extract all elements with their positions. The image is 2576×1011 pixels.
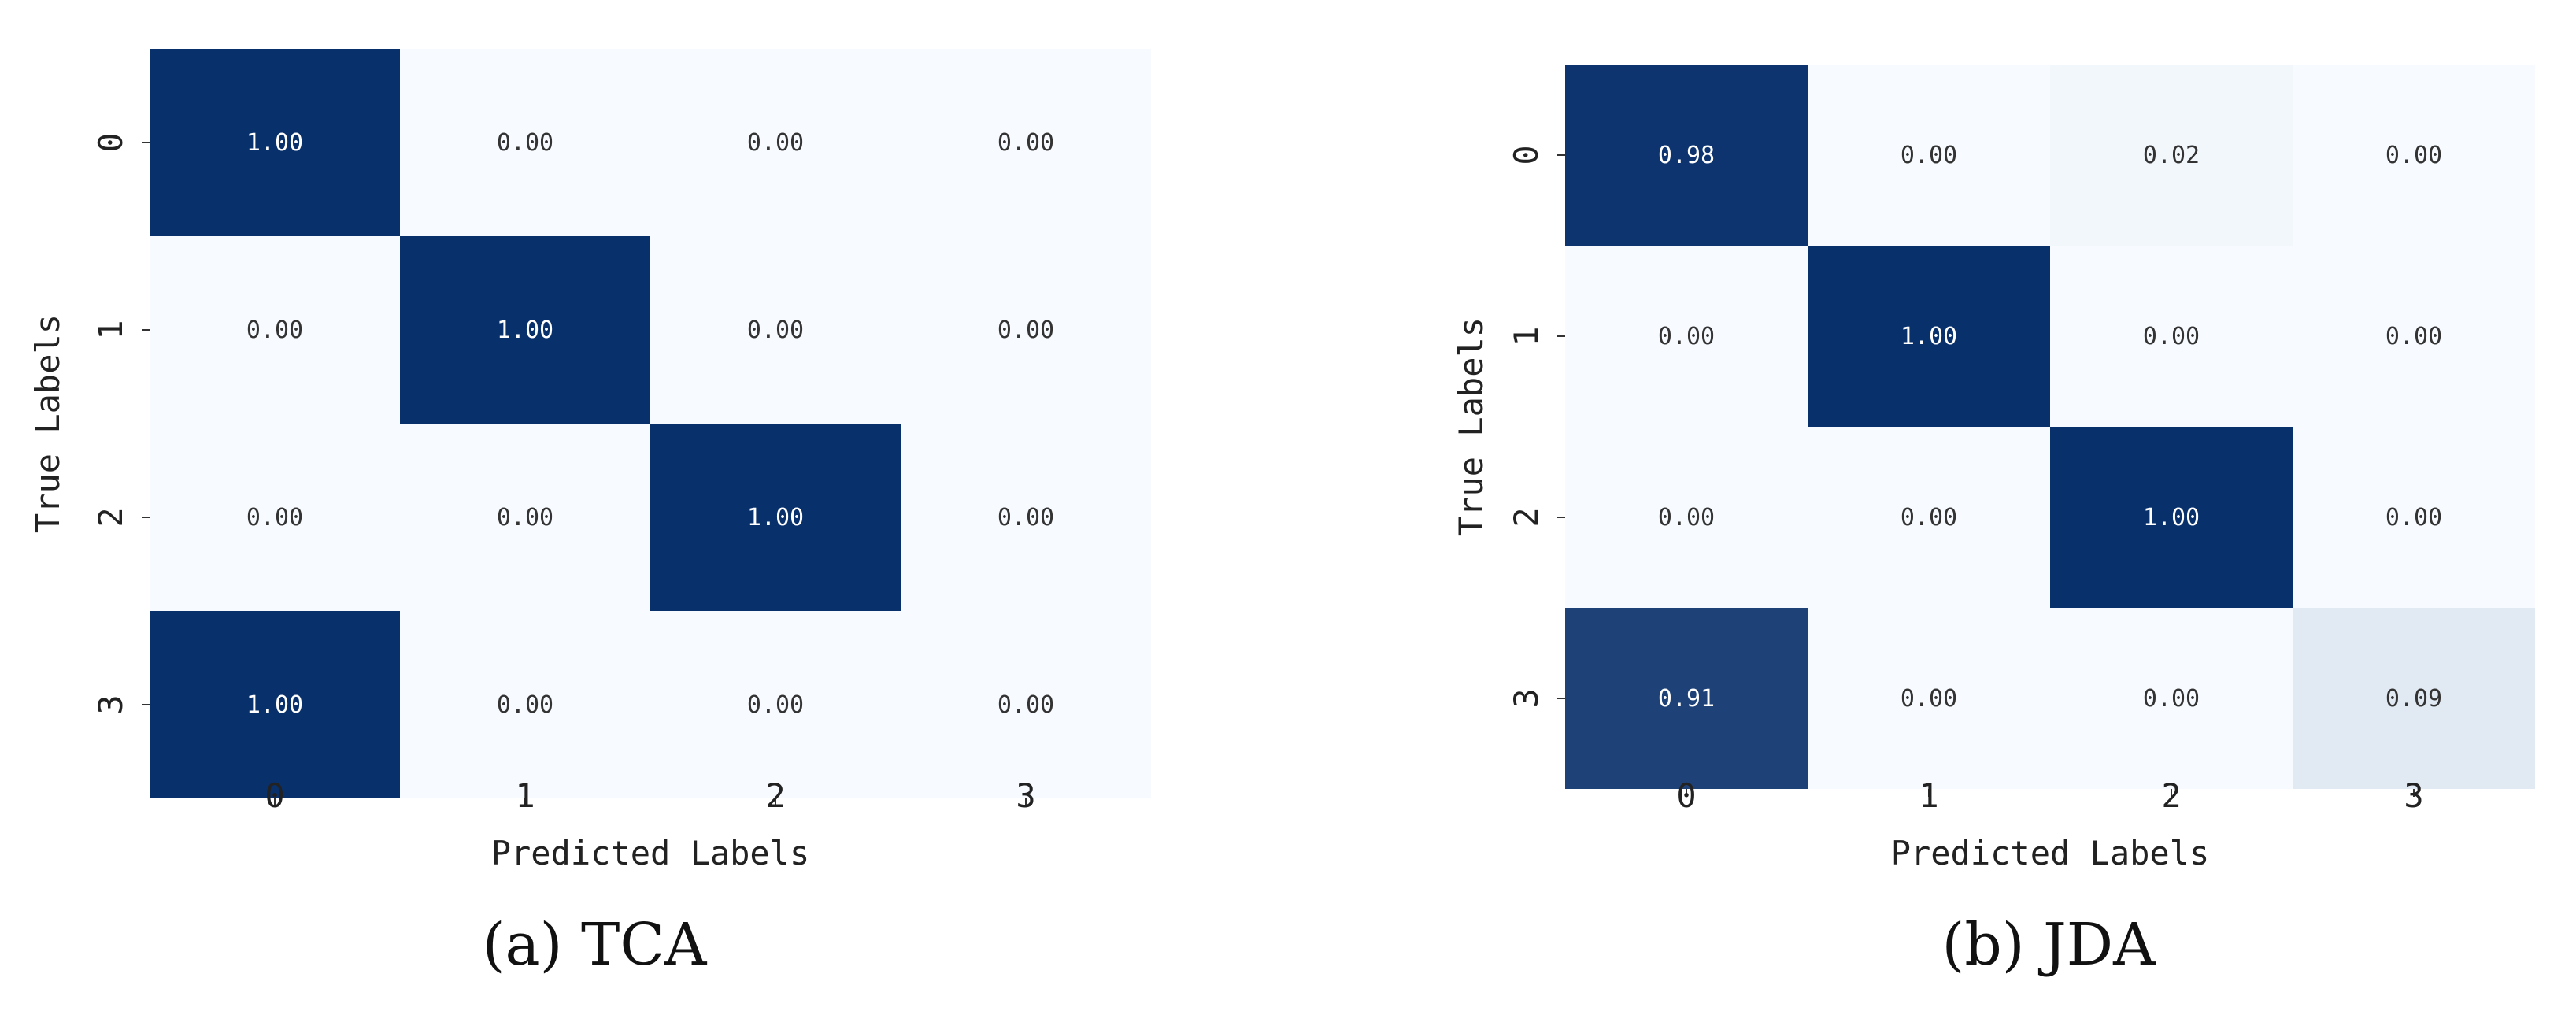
cell-value-label: 1.00 xyxy=(246,129,303,157)
cell-value-label: 0.00 xyxy=(1901,504,1957,531)
heatmap-cell-r0-c2 xyxy=(650,49,901,236)
cell-value-label: 0.00 xyxy=(2385,504,2442,531)
x-tick-label: 2 xyxy=(765,776,785,815)
cell-value-label: 0.00 xyxy=(497,504,553,531)
heatmap-cell-r0-c3 xyxy=(901,49,1151,236)
cell-value-label: 0.00 xyxy=(1658,323,1715,350)
x-tick-label: 1 xyxy=(515,776,535,815)
panel-caption: (b) JDA xyxy=(1941,911,2156,979)
cell-value-label: 1.00 xyxy=(747,504,804,531)
heatmap-cell-r0-c2 xyxy=(2050,65,2293,246)
x-tick-label: 3 xyxy=(1016,776,1035,815)
y-tick-label: 0 xyxy=(91,132,130,152)
cell-value-label: 0.00 xyxy=(1901,685,1957,713)
cell-value-label: 0.91 xyxy=(1658,685,1715,713)
y-tick-label: 1 xyxy=(91,320,130,339)
heatmap-cell-r1-c3 xyxy=(2293,246,2535,427)
heatmap-cell-r3-c3 xyxy=(2293,608,2535,789)
heatmap-cell-r1-c2 xyxy=(650,236,901,424)
heatmap-cell-r1-c1 xyxy=(400,236,650,424)
heatmap-cell-r2-c3 xyxy=(901,424,1151,611)
heatmap-cell-r0-c1 xyxy=(1808,65,2050,246)
heatmap-cell-r0-c1 xyxy=(400,49,650,236)
heatmap-cell-r3-c1 xyxy=(1808,608,2050,789)
heatmap-cell-r2-c2 xyxy=(650,424,901,611)
heatmap-cell-r2-c1 xyxy=(1808,427,2050,608)
heatmap-cell-r2-c2 xyxy=(2050,427,2293,608)
heatmap-cell-r1-c3 xyxy=(901,236,1151,424)
heatmap-cell-r3-c1 xyxy=(400,611,650,798)
cell-value-label: 0.00 xyxy=(497,129,553,157)
heatmap-cell-r2-c1 xyxy=(400,424,650,611)
cell-value-label: 0.00 xyxy=(2385,323,2442,350)
cell-value-label: 1.00 xyxy=(246,691,303,719)
y-tick-label: 0 xyxy=(1507,145,1545,165)
heatmap-cell-r2-c0 xyxy=(150,424,400,611)
cell-value-label: 1.00 xyxy=(2143,504,2200,531)
cell-value-label: 0.00 xyxy=(1901,142,1957,169)
heatmap-cell-r0-c3 xyxy=(2293,65,2535,246)
heatmap-cell-r3-c3 xyxy=(901,611,1151,798)
heatmap-cell-r2-c3 xyxy=(2293,427,2535,608)
cell-value-label: 0.00 xyxy=(246,317,303,344)
y-tick-label: 1 xyxy=(1507,326,1545,346)
cell-value-label: 0.00 xyxy=(997,504,1054,531)
y-tick-label: 3 xyxy=(1507,688,1545,708)
x-tick-label: 0 xyxy=(265,776,284,815)
heatmap-cell-r3-c0 xyxy=(1565,608,1808,789)
cell-value-label: 0.00 xyxy=(246,504,303,531)
x-tick-label: 3 xyxy=(2404,776,2423,815)
x-axis-label: Predicted Labels xyxy=(1891,834,2210,872)
cell-value-label: 0.00 xyxy=(2143,685,2200,713)
cell-value-label: 0.00 xyxy=(497,691,553,719)
heatmap-cell-r3-c0 xyxy=(150,611,400,798)
heatmap-cell-r0-c0 xyxy=(150,49,400,236)
heatmap-cell-r2-c0 xyxy=(1565,427,1808,608)
confusion-matrix-jda: 0.98 0.00 0.02 0.00 0.00 1.00 0.00 0.00 0.00 0.00… xyxy=(1452,65,2535,979)
y-tick-label: 2 xyxy=(91,507,130,527)
cell-value-label: 0.98 xyxy=(1658,142,1715,169)
x-tick-label: 0 xyxy=(1676,776,1696,815)
cell-value-label: 0.00 xyxy=(2143,323,2200,350)
y-axis-label: True Labels xyxy=(28,314,67,533)
heatmap-cell-r0-c0 xyxy=(1565,65,1808,246)
y-tick-label: 2 xyxy=(1507,507,1545,527)
cell-value-label: 0.09 xyxy=(2385,685,2442,713)
heatmap-cell-r3-c2 xyxy=(2050,608,2293,789)
x-tick-label: 2 xyxy=(2161,776,2181,815)
cell-value-label: 0.00 xyxy=(997,317,1054,344)
panel-caption: (a) TCA xyxy=(483,911,708,979)
heatmap-cell-r1-c1 xyxy=(1808,246,2050,427)
cell-value-label: 0.00 xyxy=(997,691,1054,719)
cell-value-label: 0.00 xyxy=(1658,504,1715,531)
x-tick-label: 1 xyxy=(1919,776,1938,815)
cell-value-label: 1.00 xyxy=(497,317,553,344)
cell-value-label: 0.00 xyxy=(747,317,804,344)
confusion-matrix-tca: 1.00 0.00 0.00 0.00 0.00 1.00 0.00 0.00 0.00 0.00… xyxy=(28,49,1151,979)
cell-value-label: 0.00 xyxy=(2385,142,2442,169)
y-axis-label: True Labels xyxy=(1452,317,1490,536)
heatmap-cell-r1-c0 xyxy=(150,236,400,424)
cell-value-label: 0.02 xyxy=(2143,142,2200,169)
x-axis-label: Predicted Labels xyxy=(491,834,810,872)
cell-value-label: 0.00 xyxy=(747,129,804,157)
y-tick-label: 3 xyxy=(91,694,130,714)
heatmap-cell-r1-c0 xyxy=(1565,246,1808,427)
cell-value-label: 1.00 xyxy=(1901,323,1957,350)
heatmap-cell-r3-c2 xyxy=(650,611,901,798)
cell-value-label: 0.00 xyxy=(997,129,1054,157)
heatmap-cell-r1-c2 xyxy=(2050,246,2293,427)
cell-value-label: 0.00 xyxy=(747,691,804,719)
